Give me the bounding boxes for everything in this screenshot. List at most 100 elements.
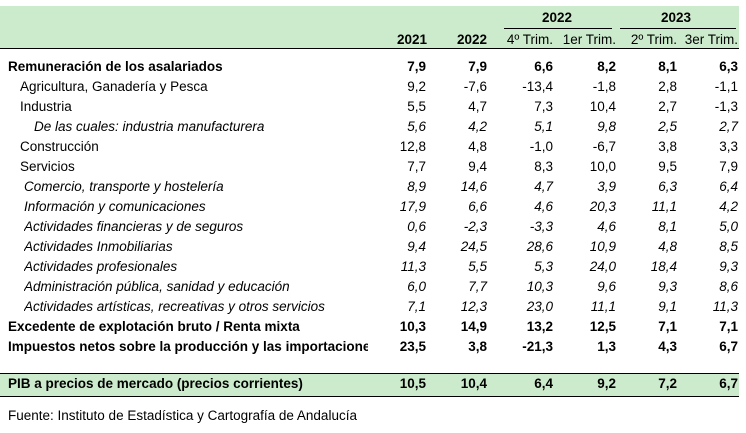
row-label: Agricultura, Ganadería y Pesca — [20, 79, 208, 94]
row-value-3trim: 6,3 — [719, 59, 738, 74]
row-value-2022: 24,5 — [460, 239, 487, 254]
table-row: Construcción 12,8 4,8 -1,0 -6,7 3,8 3,3 — [0, 137, 739, 157]
row-label: Construcción — [20, 139, 99, 154]
header-col-3trim: 3er Trim. — [684, 32, 738, 47]
row-value-2trim: 2,7 — [658, 99, 677, 114]
row-label: Industria — [20, 99, 72, 114]
row-value-2trim: 9,3 — [658, 279, 677, 294]
row-value-2trim: 18,4 — [650, 259, 677, 274]
row-value-2021: 17,9 — [399, 199, 426, 214]
row-value-3trim: 9,3 — [719, 259, 738, 274]
table-row: Comercio, transporte y hostelería 8,9 14,6… — [0, 177, 739, 197]
table-row: Actividades artísticas, recreativas y ot… — [0, 297, 739, 317]
row-value-1trim: 12,5 — [589, 319, 616, 334]
table-header — [0, 6, 739, 48]
row-value-2022: 9,4 — [468, 159, 487, 174]
total-value-1trim: 9,2 — [597, 376, 616, 391]
row-value-2trim: 6,3 — [658, 179, 677, 194]
row-label: Información y comunicaciones — [24, 199, 206, 214]
row-value-1trim: 8,2 — [597, 59, 616, 74]
row-label: Remuneración de los asalariados — [8, 59, 223, 74]
row-value-2021: 6,0 — [407, 279, 426, 294]
row-value-2trim: 8,1 — [658, 59, 677, 74]
total-row: PIB a precios de mercado (precios corrie… — [0, 374, 739, 394]
row-value-2022: 4,2 — [468, 119, 487, 134]
row-value-1trim: 9,8 — [597, 119, 616, 134]
row-value-4trim: 6,6 — [534, 59, 553, 74]
row-value-3trim: 6,4 — [719, 179, 738, 194]
table-row: Impuestos netos sobre la producción y la… — [0, 337, 739, 357]
row-value-2021: 10,3 — [399, 319, 426, 334]
row-value-3trim: 3,3 — [719, 139, 738, 154]
total-value-2022: 10,4 — [460, 376, 487, 391]
row-value-2021: 9,4 — [407, 239, 426, 254]
row-value-2022: 4,8 — [468, 139, 487, 154]
row-value-4trim: -21,3 — [522, 339, 553, 354]
table-row: Actividades profesionales 11,3 5,5 5,3 24,0 1… — [0, 257, 739, 277]
header-group-2022: 2022 — [541, 10, 573, 25]
row-value-1trim: 11,1 — [590, 299, 616, 314]
table-row: Remuneración de los asalariados 7,9 7,9 6,6… — [0, 57, 739, 77]
row-value-2022: 14,9 — [460, 319, 487, 334]
row-value-4trim: 13,2 — [526, 319, 553, 334]
row-value-2trim: 4,8 — [658, 239, 677, 254]
row-value-1trim: 24,0 — [589, 259, 616, 274]
row-value-2021: 7,7 — [407, 159, 426, 174]
row-label: De las cuales: industria manufacturera — [34, 119, 265, 134]
row-label: Actividades profesionales — [24, 259, 178, 274]
header-group-line-2023 — [620, 28, 736, 29]
row-value-2021: 12,8 — [399, 139, 426, 154]
table-row: Actividades financieras y de seguros 0,6 -… — [0, 217, 739, 237]
row-value-3trim: 7,1 — [719, 319, 738, 334]
row-value-1trim: 10,9 — [589, 239, 616, 254]
row-value-2trim: 7,1 — [658, 319, 677, 334]
row-value-1trim: -6,7 — [592, 139, 616, 154]
row-value-4trim: -1,0 — [529, 139, 553, 154]
header-col-2trim: 2º Trim. — [630, 32, 677, 47]
total-value-4trim: 6,4 — [534, 376, 553, 391]
row-value-2022: -7,6 — [463, 79, 487, 94]
row-value-3trim: 7,9 — [719, 159, 738, 174]
row-value-2trim: 2,8 — [658, 79, 677, 94]
row-value-2021: 23,5 — [399, 339, 426, 354]
row-value-1trim: 9,6 — [597, 279, 616, 294]
row-value-2trim: 8,1 — [658, 219, 677, 234]
row-value-2022: 7,7 — [468, 279, 487, 294]
row-value-1trim: 10,4 — [589, 99, 616, 114]
row-value-3trim: -1,1 — [714, 79, 738, 94]
row-value-1trim: -1,8 — [592, 79, 616, 94]
row-label: Excedente de explotación bruto / Renta m… — [8, 319, 300, 334]
row-value-2022: 5,5 — [468, 259, 487, 274]
row-value-3trim: 4,2 — [719, 199, 738, 214]
row-value-2022: 12,3 — [460, 299, 487, 314]
header-col-2022: 2022 — [456, 32, 487, 47]
row-value-1trim: 3,9 — [597, 179, 616, 194]
row-value-3trim: -1,3 — [714, 99, 738, 114]
row-value-2022: 4,7 — [468, 99, 487, 114]
row-value-4trim: -3,3 — [529, 219, 553, 234]
header-group-line-2022 — [504, 28, 612, 29]
table-row: De las cuales: industria manufacturera 5,… — [0, 117, 739, 137]
row-value-3trim: 11,3 — [712, 299, 738, 314]
row-value-2022: 3,8 — [468, 339, 487, 354]
row-label: Actividades financieras y de seguros — [24, 219, 244, 234]
table-row: Actividades Inmobiliarias 9,4 24,5 28,6 10,9… — [0, 237, 739, 257]
row-value-2trim: 4,3 — [658, 339, 677, 354]
table-row: Administración pública, sanidad y educac… — [0, 277, 739, 297]
row-value-1trim: 20,3 — [589, 199, 616, 214]
total-row-band — [0, 373, 739, 397]
row-label: Servicios — [20, 159, 75, 174]
source-note: Fuente: Instituto de Estadística y Carto… — [8, 408, 357, 423]
header-col-1trim: 1er Trim. — [562, 32, 616, 47]
row-value-1trim: 10,0 — [589, 159, 616, 174]
row-value-2022: -2,3 — [463, 219, 487, 234]
row-value-4trim: 10,3 — [526, 279, 553, 294]
row-value-2trim: 2,5 — [658, 119, 677, 134]
row-value-2022: 14,6 — [460, 179, 487, 194]
row-label: Impuestos netos sobre la producción y la… — [8, 339, 368, 354]
row-label: Actividades Inmobiliarias — [24, 239, 173, 254]
row-value-2trim: 11,1 — [651, 199, 677, 214]
row-value-4trim: 23,0 — [526, 299, 553, 314]
table-row: Industria 5,5 4,7 7,3 10,4 2,7 -1,3 — [0, 97, 739, 117]
